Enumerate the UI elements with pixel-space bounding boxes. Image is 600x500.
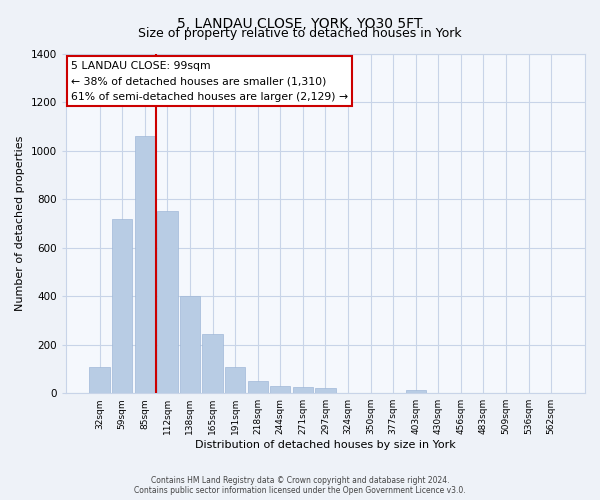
Bar: [270, 386, 290, 393]
Text: Contains HM Land Registry data © Crown copyright and database right 2024.
Contai: Contains HM Land Registry data © Crown c…: [134, 476, 466, 495]
Bar: [315, 388, 335, 393]
Bar: [202, 334, 223, 393]
Text: 5, LANDAU CLOSE, YORK, YO30 5FT: 5, LANDAU CLOSE, YORK, YO30 5FT: [178, 18, 422, 32]
Bar: [293, 387, 313, 393]
Bar: [406, 390, 426, 393]
Bar: [112, 219, 133, 393]
Text: Size of property relative to detached houses in York: Size of property relative to detached ho…: [138, 28, 462, 40]
Bar: [157, 212, 178, 393]
Bar: [248, 381, 268, 393]
X-axis label: Distribution of detached houses by size in York: Distribution of detached houses by size …: [195, 440, 456, 450]
Bar: [89, 366, 110, 393]
Bar: [180, 296, 200, 393]
Bar: [134, 136, 155, 393]
Y-axis label: Number of detached properties: Number of detached properties: [15, 136, 25, 312]
Bar: [225, 366, 245, 393]
Text: 5 LANDAU CLOSE: 99sqm
← 38% of detached houses are smaller (1,310)
61% of semi-d: 5 LANDAU CLOSE: 99sqm ← 38% of detached …: [71, 61, 348, 102]
